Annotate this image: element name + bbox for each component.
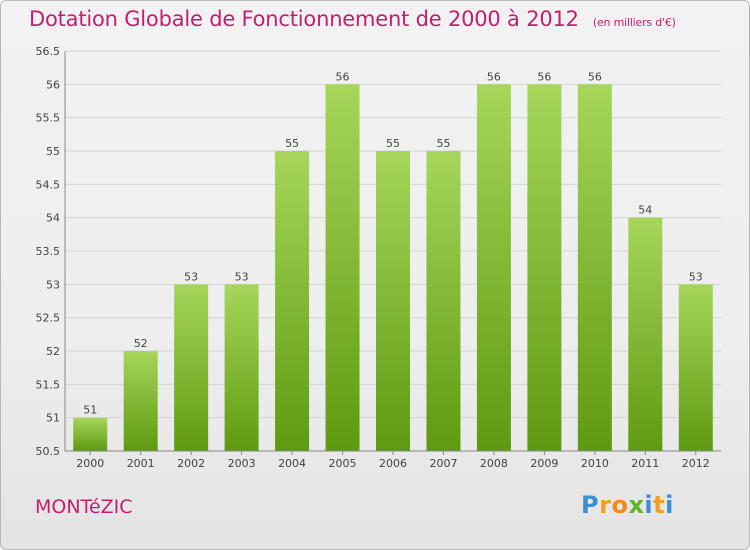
bar-value-label: 53 <box>689 270 703 283</box>
bar-value-label: 55 <box>436 137 450 150</box>
y-tick-label: 54.5 <box>36 178 61 191</box>
x-tick-label: 2011 <box>631 457 659 470</box>
x-tick-label: 2004 <box>278 457 306 470</box>
bar <box>275 151 310 451</box>
y-tick-label: 52 <box>46 345 60 358</box>
bar <box>123 351 158 451</box>
x-tick-label: 2000 <box>76 457 104 470</box>
x-tick-label: 2005 <box>329 457 357 470</box>
logo-letter: i <box>665 491 674 519</box>
bar <box>224 284 259 451</box>
bar <box>73 417 108 451</box>
x-tick-label: 2007 <box>429 457 457 470</box>
bar-value-label: 55 <box>386 137 400 150</box>
value-labels: 51 52 53 53 55 56 55 55 56 56 56 54 53 <box>83 70 703 416</box>
bar-value-label: 56 <box>336 70 350 83</box>
chart-title-text: Dotation Globale de Fonctionnement de 20… <box>29 7 579 31</box>
bar <box>426 151 461 451</box>
bar-value-label: 51 <box>83 404 97 417</box>
x-tick-label: 2002 <box>177 457 205 470</box>
bar-value-label: 56 <box>588 70 602 83</box>
chart-subtitle: (en milliers d'€) <box>592 16 676 29</box>
bar-value-label: 54 <box>638 204 652 217</box>
bar-value-label: 53 <box>184 270 198 283</box>
bar <box>628 217 663 451</box>
y-tick-label: 56.5 <box>36 45 61 58</box>
logo-letter: P <box>581 491 600 519</box>
logo-letter: x <box>628 491 645 519</box>
bar <box>527 84 562 451</box>
logo-letter: r <box>599 491 612 519</box>
logo-letter: t <box>653 491 666 519</box>
bar-value-label: 53 <box>235 270 249 283</box>
y-tick-label: 51.5 <box>36 378 61 391</box>
commune-name: MONTéZIC <box>35 496 133 518</box>
proxiti-logo: Proxiti <box>581 491 674 519</box>
x-tick-label: 2008 <box>480 457 508 470</box>
x-tick-label: 2009 <box>530 457 558 470</box>
axes: 50.5 51 51.5 52 52.5 53 53.5 54 54.5 55 55.5 56 56.5… <box>36 45 721 470</box>
chart-title: Dotation Globale de Fonctionnement de 20… <box>29 7 676 31</box>
bar <box>376 151 410 451</box>
logo-letter: o <box>611 491 629 519</box>
y-tick-label: 51 <box>46 412 60 425</box>
x-tick-label: 2006 <box>379 457 407 470</box>
bar <box>577 84 612 451</box>
logo-letter: i <box>644 491 654 519</box>
x-tick-label: 2003 <box>228 457 256 470</box>
bar <box>476 84 511 451</box>
x-tick-label: 2010 <box>581 457 609 470</box>
bar-value-label: 56 <box>487 70 501 83</box>
y-tick-label: 50.5 <box>36 445 61 458</box>
y-tick-label: 54 <box>46 212 60 225</box>
y-tick-label: 55 <box>46 145 60 158</box>
bar <box>325 84 360 451</box>
x-tick-label: 2012 <box>682 457 710 470</box>
y-tick-label: 53 <box>46 278 60 291</box>
bar-value-label: 56 <box>537 70 551 83</box>
bars <box>73 84 713 451</box>
x-tick-label: 2001 <box>127 457 155 470</box>
y-tick-label: 52.5 <box>36 312 61 325</box>
y-tick-label: 56 <box>46 78 60 91</box>
bar <box>174 284 209 451</box>
bar-value-label: 52 <box>134 337 148 350</box>
y-tick-label: 53.5 <box>36 245 61 258</box>
bar-value-label: 55 <box>285 137 299 150</box>
y-tick-label: 55.5 <box>36 112 61 125</box>
bar <box>678 284 713 451</box>
